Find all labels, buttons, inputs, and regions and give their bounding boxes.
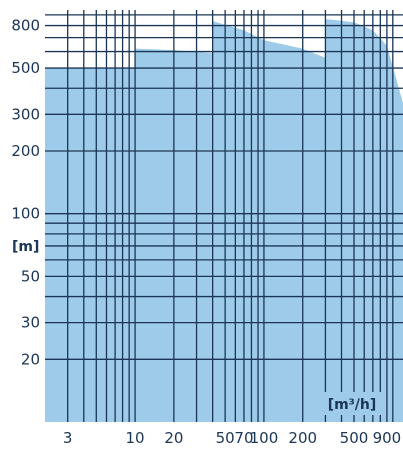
y-tick-label: 50 [21,267,40,285]
grid-lines [45,10,403,422]
x-axis-unit: [m³/h] [328,397,377,413]
y-tick-label: 30 [21,314,40,332]
x-tick-label: 900 [373,429,402,447]
y-tick-label: 100 [11,205,40,223]
y-tick-label: 300 [11,105,40,123]
x-tick-label: 100 [250,429,279,447]
x-tick-label: 500 [340,429,369,447]
x-tick-label: 70 [234,429,253,447]
y-tick-label: 20 [21,350,40,368]
y-tick-label: 800 [11,17,40,35]
x-axis-unit-box [323,392,381,415]
y-tick-labels: 20 30 50 100 200 300 500 800 [11,17,40,369]
y-axis-unit: [m] [12,239,39,255]
y-tick-label: 500 [11,59,40,77]
x-tick-label: 50 [216,429,235,447]
x-tick-label: 3 [63,429,73,447]
performance-envelope-area [45,19,403,422]
x-tick-label: 200 [288,429,317,447]
x-tick-labels: 3 10 20 50 100 200 500 900 70 [63,429,401,447]
y-tick-label: 200 [11,142,40,160]
x-tick-label: 20 [164,429,183,447]
x-tick-label: 10 [126,429,145,447]
